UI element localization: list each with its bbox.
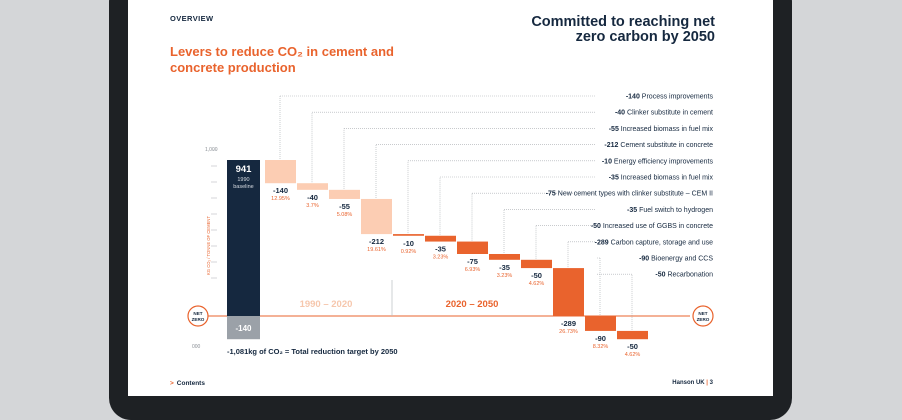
net-zero-label: ZERO [192, 317, 205, 322]
lever-legend-entry: -90 Bioenergy and CCS [639, 256, 713, 263]
net-zero-badge-left [187, 305, 209, 327]
lever-legend-entry: -289 Carbon capture, storage and use [595, 239, 713, 246]
lever-bar [265, 160, 296, 184]
lever-pct-label: 4.62% [529, 281, 545, 287]
net-zero-label: NET [193, 311, 202, 316]
page-footer: Hanson UK | 3 [672, 380, 713, 386]
page-number: 3 [709, 380, 713, 386]
footer-brand: Hanson UK [672, 380, 705, 386]
section-label: OVERVIEW [170, 14, 214, 23]
lever-bar [393, 234, 424, 236]
lever-pct-label: 0.92% [401, 249, 417, 255]
lever-legend-value: -55 [609, 126, 621, 133]
lever-legend-text: Increased use of GGBS in concrete [603, 223, 713, 230]
lever-value-label: -75 [467, 257, 478, 266]
lever-legend-value: -35 [609, 175, 621, 182]
lever-legend-entry: -55 Increased biomass in fuel mix [609, 126, 714, 133]
lever-value-label: -10 [403, 239, 414, 248]
lever-pct-label: 26.73% [559, 329, 578, 335]
lever-value-label: -55 [339, 202, 350, 211]
lever-pct-label: 4.62% [625, 352, 641, 358]
lever-legend-text: Fuel switch to hydrogen [639, 207, 713, 214]
contents-link-label: Contents [176, 380, 205, 387]
lever-legend-text: Carbon capture, storage and use [611, 239, 713, 246]
lever-value-label: -212 [369, 237, 384, 246]
lever-legend-text: Increased biomass in fuel mix [621, 126, 714, 133]
lever-legend-entry: -75 New cement types with clinker substi… [546, 191, 713, 198]
lever-legend-value: -90 [639, 256, 651, 263]
lever-pct-label: 3.7% [306, 203, 319, 209]
lever-legend-value: -289 [595, 239, 611, 246]
lever-bar [489, 253, 520, 260]
lever-bar [297, 183, 328, 190]
net-zero-badge-right [692, 305, 714, 327]
total-reduction-note: -1,081kg of CO₂ = Total reduction target… [227, 347, 398, 356]
lever-value-label: -35 [435, 245, 446, 254]
lever-legend-entry: -50 Recarbonation [655, 272, 713, 279]
lever-bar [425, 235, 456, 242]
lever-pct-label: 3.23% [433, 255, 449, 261]
lever-legend-text: Bioenergy and CCS [651, 256, 713, 263]
baseline-below-zero-bar [227, 316, 260, 340]
lever-bar [521, 259, 552, 269]
lever-legend-value: -10 [602, 158, 614, 165]
net-zero-label: NET [698, 311, 707, 316]
baseline-below-label: -140 [235, 324, 252, 333]
lever-value-label: -50 [531, 271, 542, 280]
baseline-year: 1990 [237, 177, 249, 183]
lever-legend-text: Cement substitute in concrete [620, 142, 713, 149]
baseline-value: 941 [236, 164, 253, 175]
baseline-sublabel: baseline [233, 184, 254, 190]
lever-legend-text: New cement types with clinker substitute… [558, 191, 713, 198]
lever-value-label: -140 [273, 186, 288, 195]
lever-legend-value: -140 [626, 94, 642, 101]
lever-pct-label: 12.95% [271, 196, 290, 202]
lever-bar [553, 268, 584, 316]
lever-legend-text: Clinker substitute in cement [627, 110, 713, 117]
lever-legend-value: -50 [591, 223, 603, 230]
lever-legend-entry: -35 Increased biomass in fuel mix [609, 175, 714, 182]
lever-pct-label: 3.23% [497, 273, 513, 279]
lever-legend-text: Increased biomass in fuel mix [621, 175, 714, 182]
baseline-bar [227, 160, 260, 316]
contents-link[interactable]: > Contents [170, 380, 205, 387]
lever-bar [585, 316, 616, 331]
lever-legend-entry: -40 Clinker substitute in cement [615, 110, 713, 117]
page-headline: Committed to reaching net zero carbon by… [531, 14, 715, 45]
lever-legend-value: -50 [655, 272, 667, 279]
lever-pct-label: 8.32% [593, 344, 609, 350]
y-axis-label: KG CO₂ / TONNE OF CEMENT [206, 216, 211, 275]
lever-pct-label: 5.08% [337, 212, 353, 218]
lever-bar [329, 189, 360, 199]
lever-value-label: -50 [627, 342, 638, 351]
lever-bar [361, 198, 392, 235]
lever-value-label: -40 [307, 193, 318, 202]
y-tick-label: 000 [192, 344, 201, 350]
lever-value-label: -35 [499, 263, 510, 272]
lever-value-label: -90 [595, 334, 606, 343]
lever-legend-value: -40 [615, 110, 627, 117]
lever-legend-text: Energy efficiency improvements [614, 158, 714, 165]
period-label-future: 2020 – 2050 [446, 299, 499, 310]
net-zero-label: ZERO [697, 317, 710, 322]
lever-legend-value: -75 [546, 191, 558, 198]
lever-pct-label: 19.61% [367, 247, 386, 253]
period-label-past: 1990 – 2020 [300, 299, 353, 310]
lever-legend-text: Recarbonation [667, 272, 713, 279]
lever-legend-text: Process improvements [642, 94, 714, 101]
lever-value-label: -289 [561, 319, 576, 328]
chevron-right-icon: > [170, 380, 174, 387]
lever-bar [457, 241, 488, 254]
chart-title: Levers to reduce CO₂ in cement and concr… [170, 44, 394, 75]
lever-legend-entry: -10 Energy efficiency improvements [602, 158, 714, 165]
lever-pct-label: 6.93% [465, 267, 481, 273]
lever-legend-value: -212 [604, 142, 620, 149]
lever-legend-entry: -212 Cement substitute in concrete [604, 142, 713, 149]
lever-legend-value: -35 [627, 207, 639, 214]
lever-legend-entry: -140 Process improvements [626, 94, 714, 101]
lever-legend-entry: -50 Increased use of GGBS in concrete [591, 223, 713, 230]
lever-bar [617, 330, 648, 340]
lever-legend-entry: -35 Fuel switch to hydrogen [627, 207, 713, 214]
